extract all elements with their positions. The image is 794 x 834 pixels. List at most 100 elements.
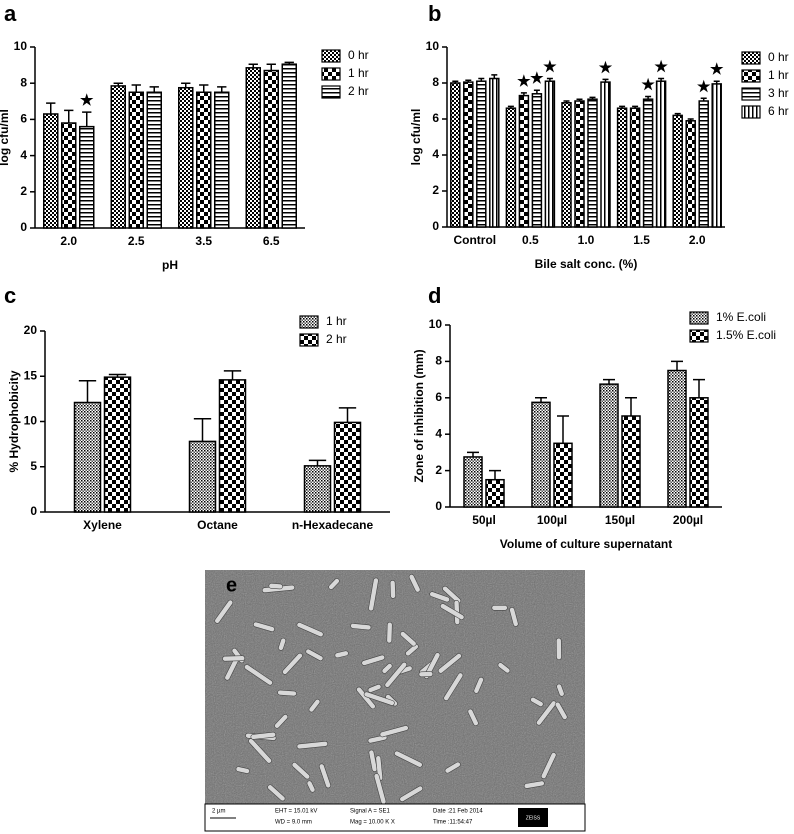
bacterium: [399, 785, 424, 802]
bacterium: [328, 578, 340, 590]
legend-label: 1 hr: [768, 68, 789, 82]
x-tick-label: Octane: [197, 518, 238, 532]
bacterium: [530, 696, 544, 707]
bacterium: [497, 662, 511, 674]
error-bar: [478, 77, 485, 82]
bacterium: [268, 583, 283, 590]
y-tick-label: 2: [435, 463, 442, 477]
bar: [73, 401, 102, 513]
x-tick-label: 2.0: [60, 234, 77, 248]
bar: [128, 91, 144, 229]
legend-label: 1 hr: [326, 314, 347, 328]
scale-bar-label: 2 µm: [212, 809, 225, 815]
y-axis-label: % Hydrophobicity: [7, 370, 21, 472]
bacterium: [282, 652, 303, 675]
bar: [553, 442, 573, 508]
bar: [685, 120, 696, 228]
bacterium: [318, 763, 332, 789]
bacterium: [540, 752, 557, 779]
bar: [587, 98, 598, 228]
bacterium: [235, 766, 250, 774]
error-bar: [149, 86, 159, 93]
significance-marker: ★: [697, 78, 711, 95]
bacterium: [509, 607, 519, 627]
bar: [333, 421, 362, 513]
legend-swatch: [299, 333, 319, 347]
error-bar: [82, 111, 92, 127]
y-tick-label: 2: [432, 183, 439, 197]
error-bar: [452, 80, 459, 83]
bacterium: [222, 655, 246, 662]
legend-swatch: [741, 69, 761, 83]
bar: [214, 91, 230, 229]
sem-info: EHT = 15.01 kV: [275, 809, 317, 815]
bacterium: [253, 621, 275, 632]
error-bar: [687, 118, 694, 121]
bacterium: [443, 672, 464, 701]
bacterium: [408, 574, 421, 593]
error-bar: [632, 105, 639, 109]
error-bar: [563, 100, 570, 103]
sem-image: [204, 570, 586, 832]
bacterium: [277, 689, 297, 697]
bar: [544, 80, 556, 228]
bar: [531, 93, 543, 228]
error-bar: [693, 378, 705, 398]
bar: [43, 113, 59, 229]
error-bar: [557, 415, 569, 444]
bacterium: [250, 731, 276, 740]
legend-swatch: [299, 315, 319, 329]
error-bar: [489, 469, 501, 480]
y-tick-label: 6: [20, 112, 27, 126]
y-tick-label: 6: [432, 111, 439, 125]
bacterium: [384, 661, 408, 688]
x-tick-label: 0.5: [522, 233, 539, 247]
bar: [303, 465, 332, 513]
bacterium: [248, 738, 272, 764]
y-tick-label: 10: [426, 39, 440, 53]
sem-info: Time :11:54:47: [433, 820, 473, 826]
error-bar: [193, 418, 212, 442]
legend-swatch: [741, 51, 761, 65]
significance-marker: ★: [530, 70, 544, 87]
significance-marker: ★: [599, 59, 613, 76]
bar: [281, 63, 297, 229]
bacterium: [439, 603, 465, 620]
x-tick-label: n-Hexadecane: [292, 518, 374, 532]
error-bar: [589, 96, 596, 100]
bacterium: [442, 585, 462, 604]
y-tick-label: 15: [24, 368, 38, 382]
panel-label: e: [226, 574, 237, 596]
y-axis-label: log cfu/ml: [409, 109, 423, 166]
bacterium: [368, 577, 379, 612]
bacterium: [305, 648, 324, 662]
bacterium: [296, 741, 329, 750]
error-bar: [266, 63, 276, 71]
bar: [110, 85, 126, 229]
error-bar: [308, 459, 327, 466]
panel-label: a: [4, 1, 17, 26]
x-axis-label: Bile salt conc. (%): [535, 257, 638, 271]
error-bar: [108, 373, 127, 378]
legend-swatch: [689, 311, 709, 325]
bacterium: [429, 591, 450, 603]
bar: [505, 107, 517, 228]
error-bar: [507, 105, 514, 109]
error-bar: [520, 92, 527, 96]
legend-label: 6 hr: [768, 104, 789, 118]
bar: [245, 67, 261, 229]
y-tick-label: 10: [14, 39, 28, 53]
legend-swatch: [741, 87, 761, 101]
bar: [600, 81, 611, 228]
bar: [485, 478, 505, 508]
y-tick-label: 4: [432, 147, 439, 161]
error-bar: [625, 397, 637, 416]
error-bar: [674, 112, 681, 116]
bacterium: [334, 650, 349, 659]
bar: [463, 81, 474, 228]
panel-label: c: [4, 283, 16, 308]
bar: [463, 456, 483, 508]
error-bar: [658, 77, 665, 82]
bacterium: [437, 653, 462, 674]
bar: [103, 376, 132, 513]
